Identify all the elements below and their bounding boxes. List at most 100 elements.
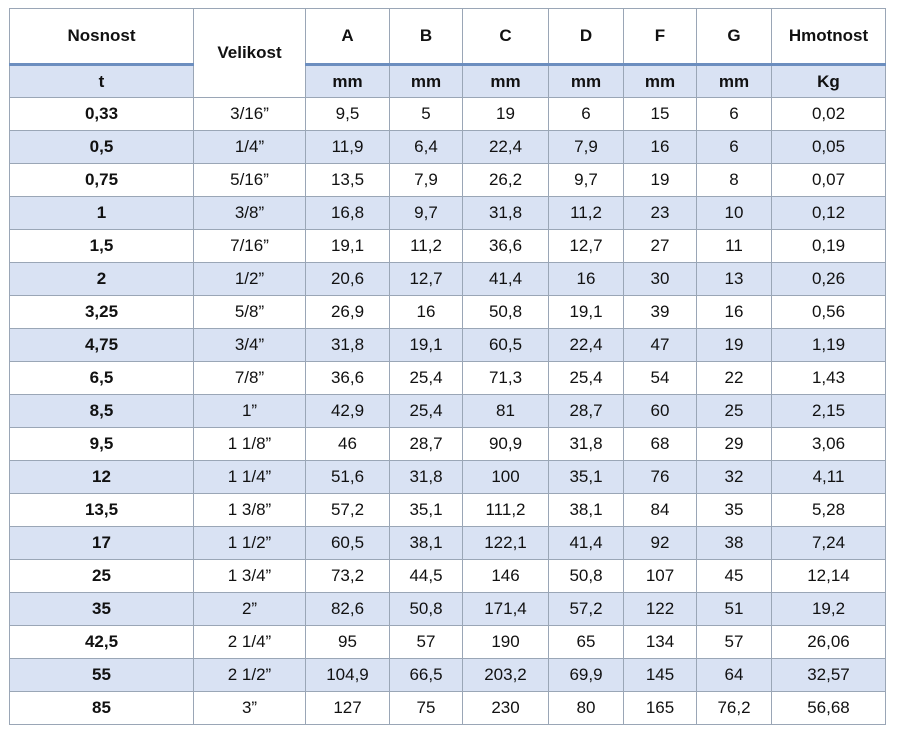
cell-col-c: 146 [462, 559, 549, 593]
cell-size: 3/8” [193, 196, 306, 230]
cell-col-b: 7,9 [389, 163, 463, 197]
cell-col-g: 10 [696, 196, 772, 230]
cell-col-a: 82,6 [305, 592, 390, 626]
cell-size: 3” [193, 691, 306, 725]
cell-load: 2 [9, 262, 194, 296]
table-row: 35 2” 82,6 50,8 171,4 57,2 122 51 19,2 [9, 592, 886, 626]
cell-col-d: 6 [548, 97, 624, 131]
cell-weight: 32,57 [771, 658, 886, 692]
cell-col-c: 90,9 [462, 427, 549, 461]
cell-col-d: 31,8 [548, 427, 624, 461]
cell-col-g: 45 [696, 559, 772, 593]
cell-load: 35 [9, 592, 194, 626]
unit-weight: Kg [771, 63, 886, 98]
cell-weight: 1,19 [771, 328, 886, 362]
cell-col-c: 26,2 [462, 163, 549, 197]
cell-col-d: 65 [548, 625, 624, 659]
cell-load: 17 [9, 526, 194, 560]
cell-col-g: 57 [696, 625, 772, 659]
cell-size: 1/4” [193, 130, 306, 164]
unit-col-b: mm [389, 63, 463, 98]
cell-col-d: 11,2 [548, 196, 624, 230]
cell-col-g: 16 [696, 295, 772, 329]
cell-col-c: 19 [462, 97, 549, 131]
cell-col-c: 122,1 [462, 526, 549, 560]
cell-size: 1 1/8” [193, 427, 306, 461]
cell-size: 3/16” [193, 97, 306, 131]
cell-col-b: 44,5 [389, 559, 463, 593]
cell-col-f: 39 [623, 295, 697, 329]
table-row: 42,5 2 1/4” 95 57 190 65 134 57 26,06 [9, 625, 886, 659]
cell-col-c: 190 [462, 625, 549, 659]
cell-weight: 0,12 [771, 196, 886, 230]
cell-col-f: 122 [623, 592, 697, 626]
header-col-g: G [696, 8, 772, 65]
cell-size: 5/16” [193, 163, 306, 197]
cell-load: 1 [9, 196, 194, 230]
cell-weight: 0,19 [771, 229, 886, 263]
table-row: 0,75 5/16” 13,5 7,9 26,2 9,7 19 8 0,07 [9, 163, 886, 197]
cell-size: 3/4” [193, 328, 306, 362]
cell-col-f: 145 [623, 658, 697, 692]
cell-col-g: 19 [696, 328, 772, 362]
cell-col-b: 25,4 [389, 361, 463, 395]
cell-col-d: 12,7 [548, 229, 624, 263]
cell-col-a: 51,6 [305, 460, 390, 494]
table-row: 9,5 1 1/8” 46 28,7 90,9 31,8 68 29 3,06 [9, 427, 886, 461]
cell-col-c: 41,4 [462, 262, 549, 296]
cell-size: 2” [193, 592, 306, 626]
cell-col-f: 54 [623, 361, 697, 395]
units-row: t mm mm mm mm mm mm Kg [9, 63, 886, 98]
cell-col-d: 9,7 [548, 163, 624, 197]
cell-col-g: 25 [696, 394, 772, 428]
cell-col-g: 8 [696, 163, 772, 197]
cell-col-c: 31,8 [462, 196, 549, 230]
cell-col-a: 16,8 [305, 196, 390, 230]
cell-load: 3,25 [9, 295, 194, 329]
header-col-d: D [548, 8, 624, 65]
cell-col-g: 29 [696, 427, 772, 461]
table-row: 25 1 3/4” 73,2 44,5 146 50,8 107 45 12,14 [9, 559, 886, 593]
cell-col-g: 35 [696, 493, 772, 527]
cell-weight: 5,28 [771, 493, 886, 527]
cell-col-b: 31,8 [389, 460, 463, 494]
cell-weight: 2,15 [771, 394, 886, 428]
cell-col-f: 16 [623, 130, 697, 164]
table-row: 13,5 1 3/8” 57,2 35,1 111,2 38,1 84 35 5,28 [9, 493, 886, 527]
table-body: 0,33 3/16” 9,5 5 19 6 15 6 0,02 0,5 1/4” 11,9 6,4 22,… [9, 97, 886, 725]
cell-col-d: 25,4 [548, 361, 624, 395]
cell-col-f: 47 [623, 328, 697, 362]
cell-col-b: 25,4 [389, 394, 463, 428]
table-row: 1 3/8” 16,8 9,7 31,8 11,2 23 10 0,12 [9, 196, 886, 230]
cell-size: 1 3/4” [193, 559, 306, 593]
cell-col-b: 28,7 [389, 427, 463, 461]
cell-col-g: 6 [696, 97, 772, 131]
cell-weight: 19,2 [771, 592, 886, 626]
cell-col-g: 51 [696, 592, 772, 626]
cell-col-g: 38 [696, 526, 772, 560]
cell-col-c: 230 [462, 691, 549, 725]
header-col-b: B [389, 8, 463, 65]
cell-col-b: 5 [389, 97, 463, 131]
cell-size: 7/16” [193, 229, 306, 263]
cell-col-a: 11,9 [305, 130, 390, 164]
cell-col-f: 27 [623, 229, 697, 263]
cell-col-g: 76,2 [696, 691, 772, 725]
cell-col-f: 15 [623, 97, 697, 131]
cell-col-d: 50,8 [548, 559, 624, 593]
cell-col-b: 19,1 [389, 328, 463, 362]
cell-col-d: 35,1 [548, 460, 624, 494]
unit-col-d: mm [548, 63, 624, 98]
cell-col-f: 68 [623, 427, 697, 461]
cell-col-d: 38,1 [548, 493, 624, 527]
cell-load: 85 [9, 691, 194, 725]
cell-load: 55 [9, 658, 194, 692]
cell-weight: 0,26 [771, 262, 886, 296]
cell-size: 1/2” [193, 262, 306, 296]
unit-load: t [9, 63, 194, 98]
cell-col-d: 57,2 [548, 592, 624, 626]
table-row: 85 3” 127 75 230 80 165 76,2 56,68 [9, 691, 886, 725]
table-header: Nosnost Velikost A B C D F G Hmotnost t … [9, 8, 886, 98]
header-col-f: F [623, 8, 697, 65]
cell-size: 1 1/2” [193, 526, 306, 560]
